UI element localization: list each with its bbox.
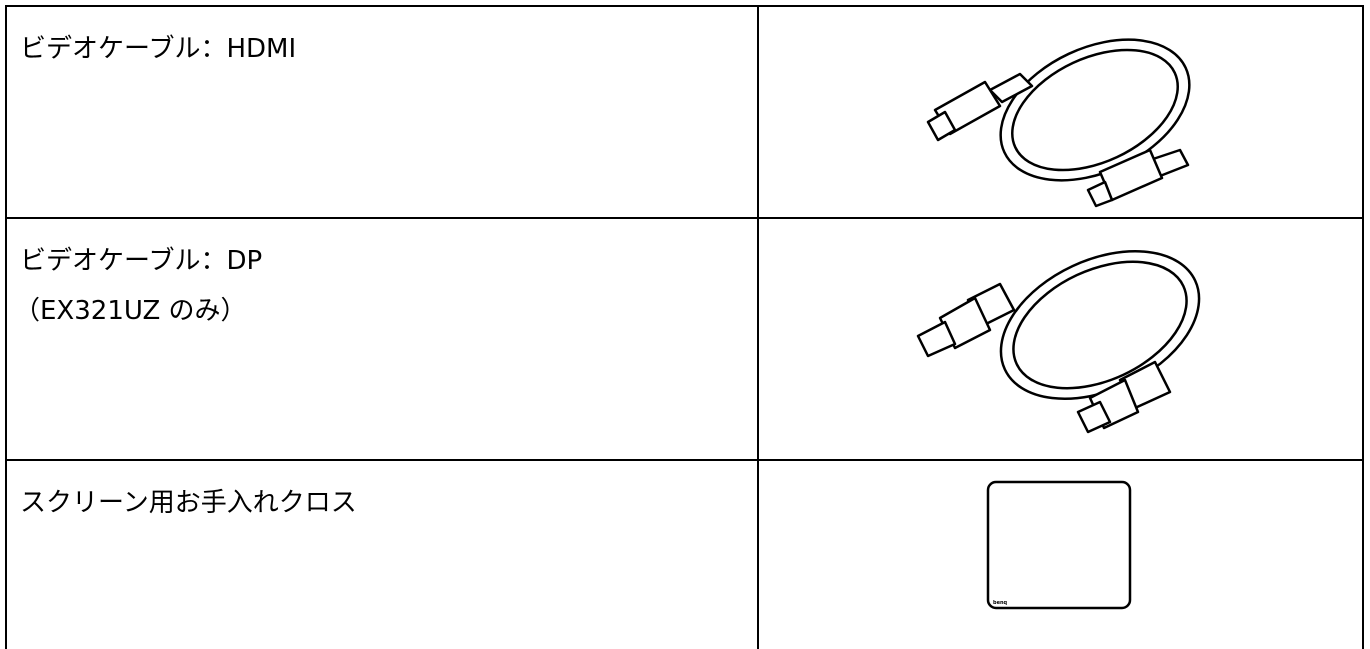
cloth-brand: benq: [993, 600, 1008, 606]
cell: [5, 459, 759, 649]
cell: [5, 217, 759, 461]
item-label: スクリーン用お手入れクロス: [20, 488, 357, 518]
item-note: （EX321UZ のみ）: [14, 296, 247, 326]
cell: [757, 5, 1364, 219]
cell: [757, 459, 1364, 649]
cloth: [986, 480, 1132, 610]
dp-cable: [916, 249, 1201, 434]
item-label: ビデオケーブル：HDMI: [20, 34, 297, 64]
item-label: ビデオケーブル：DP: [20, 246, 263, 276]
cell: [757, 217, 1364, 461]
cell: [5, 5, 759, 219]
hdmi-cable: [926, 38, 1191, 208]
